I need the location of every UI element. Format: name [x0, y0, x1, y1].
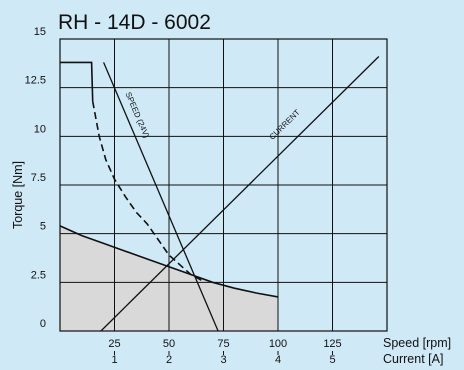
y-tick-label: 0	[40, 318, 46, 330]
chart-title: RH - 14D - 6002	[58, 11, 211, 34]
y-tick-label: 12.5	[25, 75, 46, 87]
torque-curve-3	[91, 101, 203, 282]
x-speed-tick-label: 25	[108, 338, 120, 350]
y-tick-label: 2.5	[31, 269, 46, 281]
y-tick-label: 5	[40, 221, 46, 233]
x-current-tick-label: 4	[275, 354, 281, 366]
torque-curve-2	[60, 61, 94, 102]
grid	[59, 38, 388, 355]
x-current-tick-label: 1	[111, 354, 117, 366]
x-current-tick-label: 3	[220, 354, 226, 366]
speed-curve-label: SPEED (24V)	[124, 91, 152, 140]
y-tick-label: 15	[34, 26, 46, 38]
y-tick-label: 7.5	[31, 172, 46, 184]
x-speed-tick-label: 50	[163, 338, 175, 350]
y-axis-label: Torque [Nm]	[11, 161, 25, 229]
x-axis-label-current: Current [A]	[383, 352, 443, 366]
x-speed-tick-label: 100	[269, 338, 287, 350]
current-line	[100, 56, 380, 332]
speed-line	[103, 62, 219, 332]
torque-curve-4	[59, 225, 279, 298]
x-speed-tick-label: 125	[323, 338, 341, 350]
x-axis-label-speed: Speed [rpm]	[383, 336, 451, 350]
y-tick-label: 10	[34, 123, 46, 135]
x-speed-tick-label: 75	[217, 338, 229, 350]
x-current-tick-label: 2	[166, 354, 172, 366]
x-current-tick-label: 5	[329, 354, 335, 366]
